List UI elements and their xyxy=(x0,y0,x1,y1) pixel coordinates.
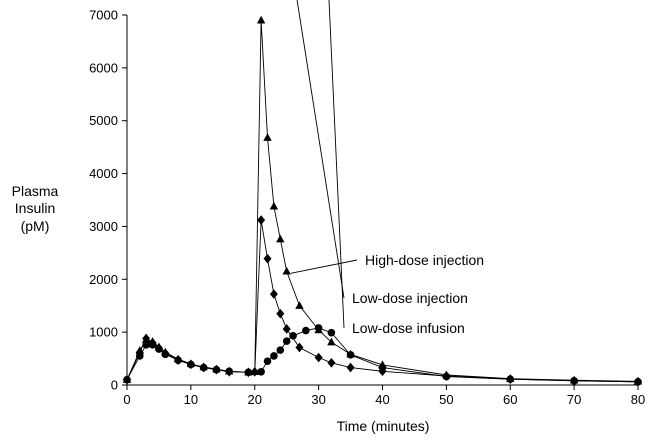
diamond-point xyxy=(327,358,336,368)
annotation-leader xyxy=(328,0,345,329)
diamond-point xyxy=(269,289,278,299)
circle-point xyxy=(263,357,272,366)
diamond-point xyxy=(263,253,272,264)
y-tick-label: 2000 xyxy=(89,272,118,287)
x-tick-label: 40 xyxy=(375,392,389,407)
triangle-point xyxy=(282,266,291,275)
triangle-point xyxy=(276,234,285,243)
x-tick-label: 60 xyxy=(503,392,517,407)
diamond-point xyxy=(295,342,304,353)
circle-point xyxy=(199,363,208,372)
circle-point xyxy=(135,352,144,360)
y-axis-title-line-2: Insulin xyxy=(15,200,55,216)
circle-point xyxy=(346,351,355,359)
y-tick-label: 7000 xyxy=(89,8,118,23)
triangle-point xyxy=(327,337,336,346)
circle-point xyxy=(634,378,642,386)
circle-point xyxy=(212,365,221,374)
y-tick-label: 3000 xyxy=(89,219,118,234)
y-axis-title-line-1: Plasma xyxy=(12,183,59,199)
annotation-label: Low-dose infusion xyxy=(352,320,465,336)
circle-point xyxy=(442,372,451,381)
triangle-point xyxy=(263,133,272,141)
series-layer xyxy=(122,15,643,387)
x-axis-title: Time (minutes) xyxy=(337,418,430,434)
y-axis-title-line-3: (pM) xyxy=(21,218,50,234)
x-tick-label: 0 xyxy=(123,392,130,407)
circle-point xyxy=(174,356,182,364)
circle-point xyxy=(155,345,163,353)
y-tick-label: 5000 xyxy=(89,113,118,128)
annotation-label: High-dose injection xyxy=(365,252,484,268)
annotation-leader xyxy=(290,259,358,274)
diamond-point xyxy=(282,324,291,334)
annotations: High-dose injection Low-dose injection Low… xyxy=(290,0,484,336)
circle-point xyxy=(302,326,310,335)
circle-point xyxy=(123,375,131,384)
triangle-point xyxy=(295,301,304,309)
circle-point xyxy=(289,332,297,340)
circle-point xyxy=(148,341,157,349)
triangle-point xyxy=(269,201,279,210)
diamond-point xyxy=(314,352,323,363)
x-tick-label: 20 xyxy=(248,392,262,407)
circle-point xyxy=(244,368,253,377)
y-tick-label: 0 xyxy=(111,378,118,393)
circle-point xyxy=(314,324,323,332)
x-tick-label: 80 xyxy=(631,392,645,407)
circle-point xyxy=(142,341,150,349)
triangle-point xyxy=(256,15,266,24)
circle-point xyxy=(257,367,265,376)
x-tick-label: 70 xyxy=(567,392,581,407)
x-tick-label: 30 xyxy=(311,392,325,407)
y-tick-label: 4000 xyxy=(89,166,118,181)
axes: 0 1000 2000 3000 4000 5000 6000 7000 0 10 20 30 40 50… xyxy=(89,8,645,408)
circle-point xyxy=(276,346,285,354)
circle-point xyxy=(327,328,336,337)
diamond-point xyxy=(257,215,266,225)
y-tick-label: 6000 xyxy=(89,60,118,75)
circle-point xyxy=(570,376,578,385)
circle-point xyxy=(161,350,170,359)
circle-point xyxy=(187,360,195,369)
y-tick-label: 1000 xyxy=(89,325,118,340)
diamond-point xyxy=(346,362,355,373)
circle-point xyxy=(282,337,291,345)
diamond-point xyxy=(142,333,151,344)
circle-point xyxy=(378,363,387,372)
series-circle xyxy=(123,324,642,386)
circle-point xyxy=(506,375,515,383)
x-tick-label: 50 xyxy=(439,392,453,407)
circle-point xyxy=(270,352,278,360)
diamond-point xyxy=(276,308,285,319)
annotation-label: Low-dose injection xyxy=(352,290,468,306)
x-tick-label: 10 xyxy=(184,392,198,407)
annotation-leader xyxy=(296,0,345,299)
circle-point xyxy=(225,367,233,376)
